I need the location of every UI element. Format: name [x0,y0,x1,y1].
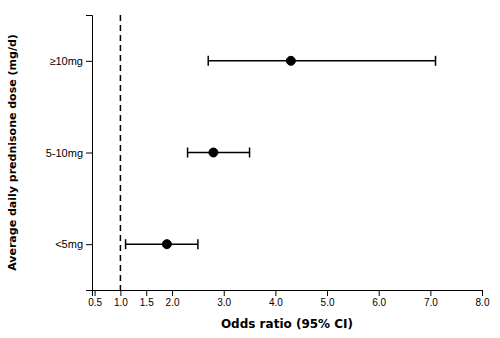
ci-line [188,152,250,154]
point [162,240,171,249]
x-tick-mark [327,290,328,296]
x-tick-mark [379,290,380,296]
x-tick-mark [224,290,225,296]
x-tick: 6.0 [372,290,386,308]
ci-cap-lower [125,239,127,249]
x-tick-mark [430,290,431,296]
x-tick-label: 3.0 [217,297,231,308]
y-tick-mark [86,244,92,245]
y-tick-mark [86,61,92,62]
x-tick-label: 1.5 [140,297,154,308]
x-tick-label: 7.0 [424,297,438,308]
x-tick-mark [172,290,173,296]
x-tick-mark [146,290,147,296]
y-tick-mark [86,153,92,154]
point [209,148,218,157]
x-tick-label: 6.0 [372,297,386,308]
error-bar [126,239,198,249]
x-tick: 4.0 [269,290,283,308]
chart: 0.5 1.0 1.5 2.0 3.0 4.0 5.0 6.0 7.0 8.0 ≥10mg 5-10m… [0,0,500,338]
x-tick: 5.0 [321,290,335,308]
x-tick: 8.0 [476,290,490,308]
x-tick-label: 8.0 [476,297,490,308]
ci-cap-upper [197,239,199,249]
ci-cap-lower [207,56,209,66]
point [286,56,295,65]
y-tick: ≥10mg [49,55,92,67]
reference-line [120,15,122,290]
x-tick: 1.5 [140,290,154,308]
data-layer [120,15,435,290]
x-tick: 0.5 [88,290,102,308]
ci-cap-upper [435,56,437,66]
ci-line [126,243,198,245]
x-tick-label: 4.0 [269,297,283,308]
y-tick-label: 5-10mg [46,147,83,159]
x-tick-label: 0.5 [88,297,102,308]
x-tick: 7.0 [424,290,438,308]
x-tick-mark [482,290,483,296]
y-tick: <5mg [55,238,92,250]
ci-cap-upper [249,148,251,158]
y-axis-title: Average daily prednisone dose (mg/d) [6,34,19,271]
x-tick: 1.0 [114,290,128,308]
x-tick-mark [95,290,96,296]
x-axis-line [93,291,483,297]
x-tick-label: 5.0 [321,297,335,308]
y-tick-label: ≥10mg [49,55,83,67]
x-axis-title: Odds ratio (95% CI) [221,317,353,331]
error-bar [188,148,250,158]
y-tick: 5-10mg [46,147,92,159]
plot: 0.5 1.0 1.5 2.0 3.0 4.0 5.0 6.0 7.0 8.0 ≥10mg 5-10m… [46,15,490,308]
ci-line [208,60,435,62]
x-axis: 0.5 1.0 1.5 2.0 3.0 4.0 5.0 6.0 7.0 8.0 [88,290,490,308]
ci-cap-lower [187,148,189,158]
y-axis: ≥10mg 5-10mg <5mg [46,16,93,291]
x-tick-label: 2.0 [166,297,180,308]
x-tick: 2.0 [166,290,180,308]
x-tick: 3.0 [217,290,231,308]
y-tick-label: <5mg [55,238,83,250]
error-bar [208,56,435,66]
x-tick-mark [120,290,121,296]
x-tick-label: 1.0 [114,297,128,308]
x-tick-mark [275,290,276,296]
y-axis-line [86,16,93,291]
